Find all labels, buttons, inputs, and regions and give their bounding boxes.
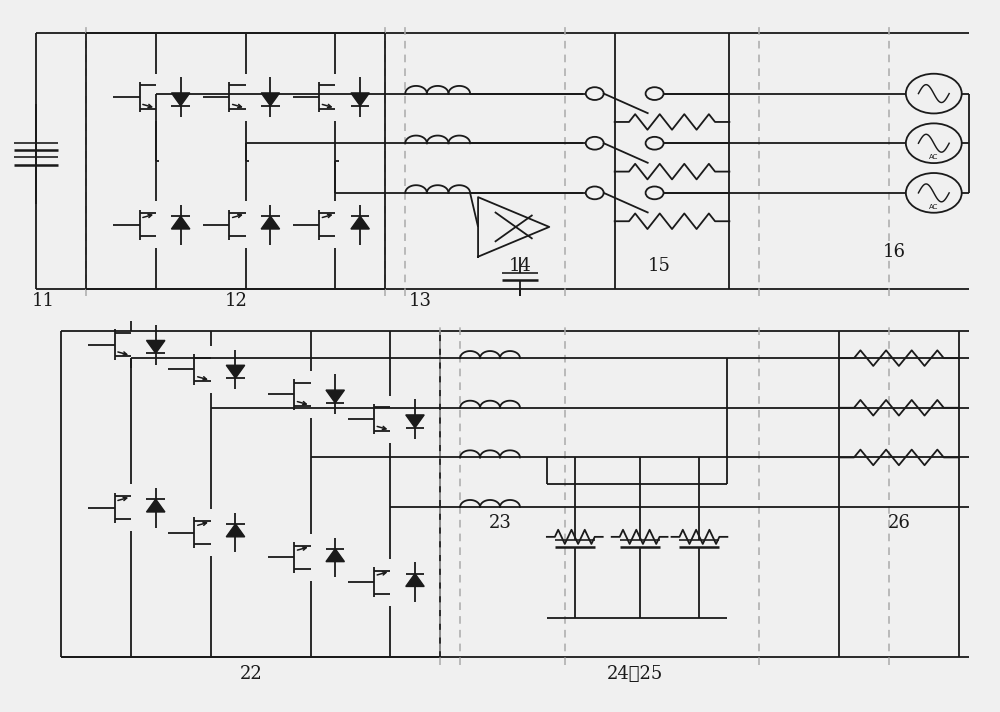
Polygon shape bbox=[171, 216, 190, 229]
Polygon shape bbox=[146, 499, 165, 512]
Polygon shape bbox=[326, 390, 344, 403]
Text: 24、25: 24、25 bbox=[606, 665, 663, 683]
Polygon shape bbox=[406, 574, 424, 587]
Polygon shape bbox=[146, 340, 165, 353]
Text: 22: 22 bbox=[239, 665, 262, 683]
Text: 14: 14 bbox=[509, 257, 531, 275]
Polygon shape bbox=[261, 93, 280, 106]
Text: 13: 13 bbox=[409, 293, 432, 310]
Text: 11: 11 bbox=[32, 293, 55, 310]
Text: 15: 15 bbox=[648, 257, 671, 275]
Polygon shape bbox=[351, 216, 369, 229]
Polygon shape bbox=[226, 524, 245, 537]
Polygon shape bbox=[226, 365, 245, 378]
Text: 16: 16 bbox=[882, 243, 905, 261]
Text: 12: 12 bbox=[224, 293, 247, 310]
Polygon shape bbox=[261, 216, 280, 229]
Polygon shape bbox=[326, 549, 344, 562]
Text: 23: 23 bbox=[489, 513, 511, 532]
Text: 26: 26 bbox=[887, 513, 910, 532]
Text: AC: AC bbox=[929, 155, 938, 160]
Polygon shape bbox=[171, 93, 190, 106]
Text: AC: AC bbox=[929, 204, 938, 210]
Polygon shape bbox=[406, 415, 424, 428]
Polygon shape bbox=[351, 93, 369, 106]
